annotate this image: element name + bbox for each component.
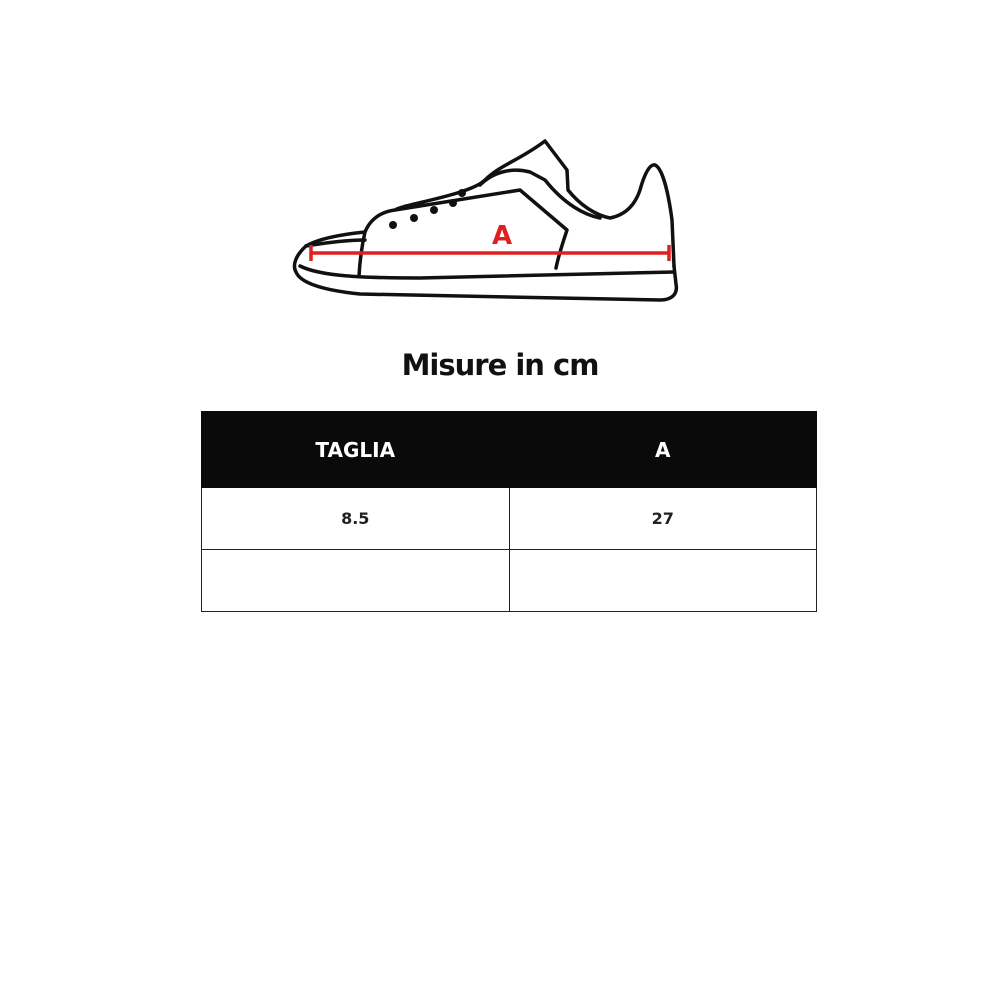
measure-label-a: A <box>492 221 512 251</box>
sneaker-illustration: A <box>292 139 679 302</box>
table-row: 8.5 27 <box>201 487 817 550</box>
cell-a <box>508 549 817 612</box>
table-row <box>201 549 817 612</box>
cell-a: 27 <box>508 487 817 550</box>
shoe-collar <box>478 168 602 220</box>
header-a: A <box>508 411 817 488</box>
shoe-upper <box>304 139 676 278</box>
page-title: Misure in cm <box>401 348 600 382</box>
table-header: TAGLIA A <box>201 411 817 488</box>
header-taglia: TAGLIA <box>201 411 510 488</box>
measure-line-a <box>309 245 671 261</box>
laces <box>389 189 466 229</box>
shoe-sole <box>292 244 679 302</box>
cell-taglia: 8.5 <box>201 487 510 550</box>
cell-taglia <box>201 549 510 612</box>
size-table: TAGLIA A 8.5 27 <box>201 411 817 612</box>
shoe-midsole-line <box>298 264 676 280</box>
